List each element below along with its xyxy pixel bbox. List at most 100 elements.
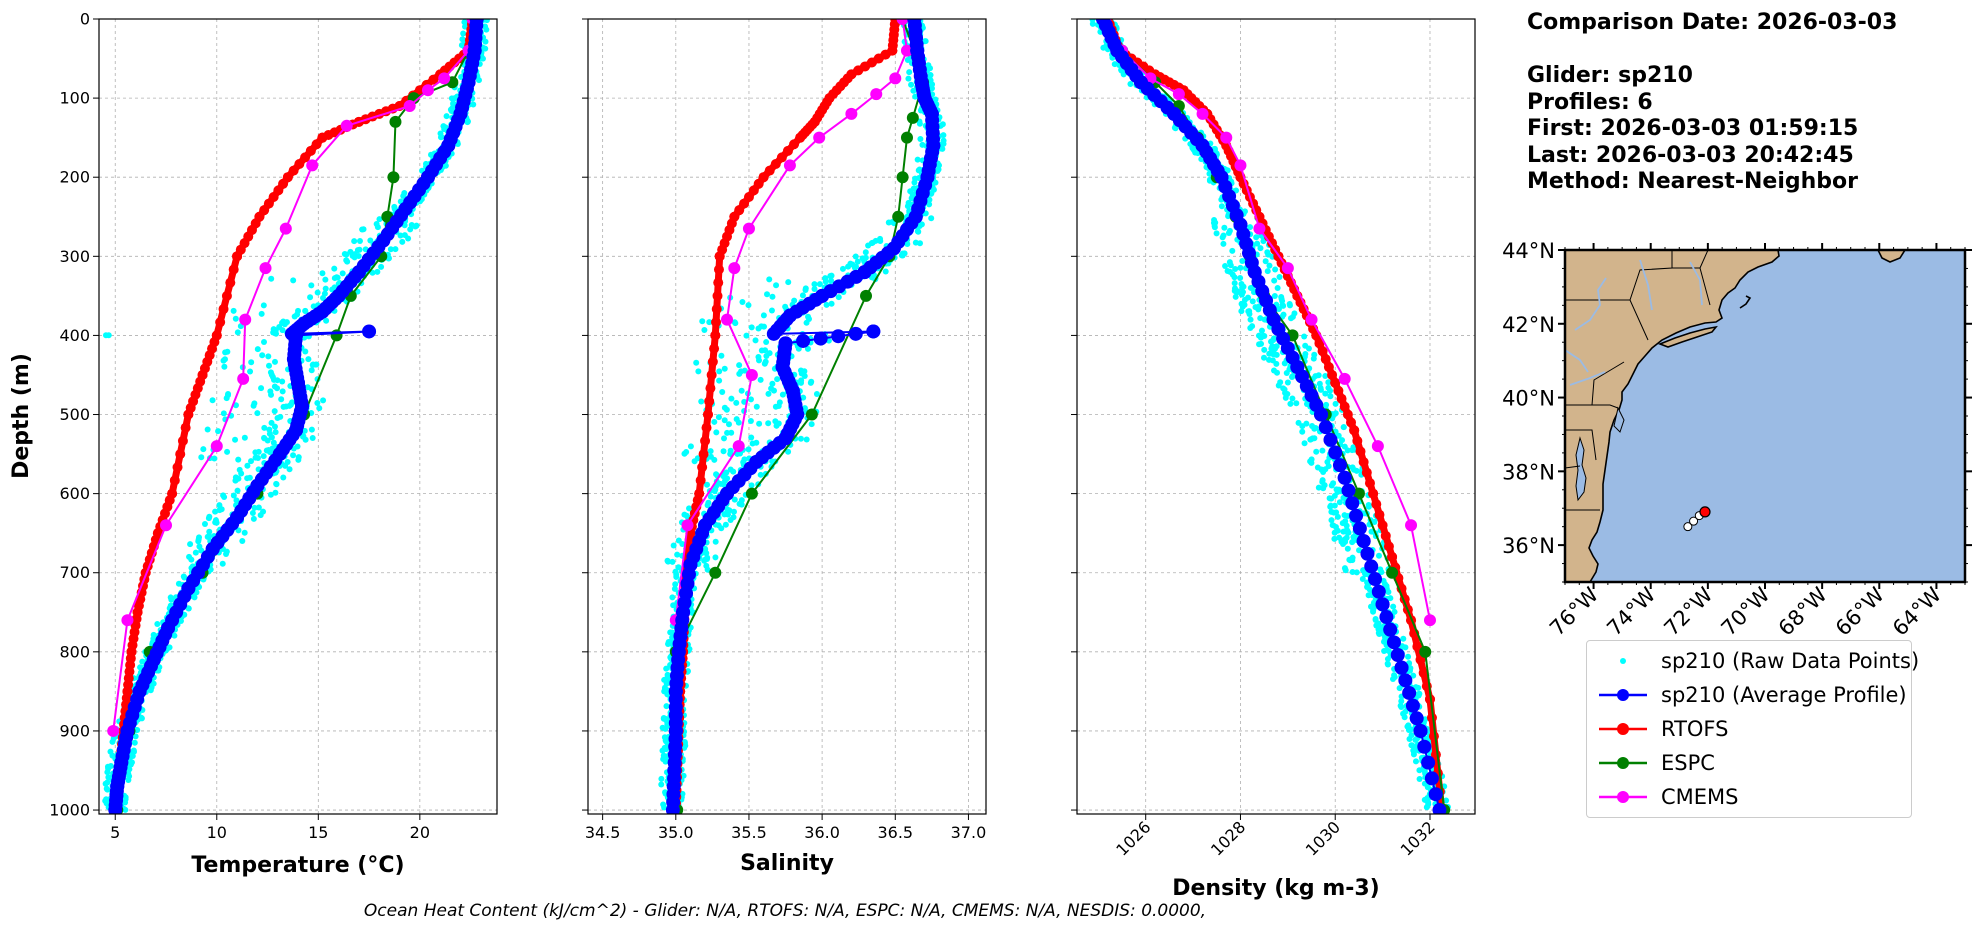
raw-data-point bbox=[270, 439, 277, 446]
series-marker-glider bbox=[920, 170, 935, 185]
raw-data-point bbox=[1232, 293, 1239, 300]
raw-data-point bbox=[1327, 387, 1334, 394]
series-marker-rtofs bbox=[311, 139, 322, 150]
series-marker-glider bbox=[1356, 534, 1371, 549]
method: Method: Nearest-Neighbor bbox=[1527, 169, 1858, 194]
raw-data-point bbox=[204, 426, 211, 433]
series-marker-glider bbox=[1167, 106, 1182, 121]
series-marker-glider bbox=[924, 106, 939, 121]
raw-data-point bbox=[301, 427, 308, 434]
raw-data-point bbox=[150, 680, 157, 687]
series-marker-cmems bbox=[237, 372, 250, 385]
raw-data-point bbox=[295, 307, 302, 314]
raw-data-point bbox=[721, 417, 728, 424]
raw-data-point bbox=[800, 394, 807, 401]
raw-data-point bbox=[212, 508, 219, 515]
raw-data-point bbox=[872, 237, 879, 244]
series-marker-cmems bbox=[160, 519, 173, 532]
raw-data-point bbox=[192, 549, 199, 556]
raw-data-point bbox=[1225, 229, 1232, 236]
map-lon-label: 76°W bbox=[1545, 582, 1603, 640]
raw-data-point bbox=[914, 156, 921, 163]
raw-data-point bbox=[877, 237, 884, 244]
map-lat-label: 44°N bbox=[1502, 239, 1555, 263]
raw-data-point bbox=[290, 452, 297, 459]
map-lat-label: 40°N bbox=[1502, 387, 1555, 411]
y-tick-label: 600 bbox=[59, 484, 90, 503]
series-marker-glider bbox=[683, 557, 698, 572]
x-tick-label: 35.5 bbox=[731, 823, 767, 842]
raw-data-point bbox=[187, 541, 194, 548]
raw-data-point bbox=[220, 410, 227, 417]
series-marker-rtofs bbox=[782, 145, 793, 156]
raw-data-point bbox=[811, 286, 818, 293]
raw-data-point bbox=[1256, 341, 1263, 348]
raw-data-point bbox=[441, 126, 448, 133]
raw-data-point bbox=[447, 106, 454, 113]
series-marker-glider bbox=[676, 605, 691, 620]
raw-data-point bbox=[693, 359, 700, 366]
raw-data-point bbox=[798, 379, 805, 386]
raw-data-point bbox=[308, 367, 315, 374]
series-marker-rtofs bbox=[177, 435, 188, 446]
series-marker-cmems bbox=[845, 107, 858, 120]
series-marker-glider bbox=[1341, 483, 1356, 498]
raw-data-point bbox=[755, 325, 762, 332]
x-tick-label: 1026 bbox=[1112, 817, 1154, 859]
series-marker-rtofs bbox=[697, 462, 708, 473]
raw-data-point bbox=[762, 358, 769, 365]
series-marker-rtofs bbox=[1346, 417, 1357, 428]
raw-data-point bbox=[1276, 274, 1283, 281]
raw-data-point bbox=[1240, 283, 1247, 290]
raw-data-point bbox=[905, 75, 912, 82]
series-marker-rtofs bbox=[197, 369, 208, 380]
raw-data-point bbox=[715, 414, 722, 421]
raw-data-point bbox=[914, 228, 921, 235]
series-marker-glider bbox=[1314, 407, 1329, 422]
raw-data-point bbox=[774, 376, 781, 383]
series-marker-rtofs bbox=[215, 317, 226, 328]
series-marker-rtofs bbox=[709, 343, 720, 354]
raw-data-point bbox=[221, 356, 228, 363]
raw-data-point bbox=[1330, 509, 1337, 516]
raw-data-point bbox=[745, 446, 752, 453]
raw-data-point bbox=[775, 403, 782, 410]
series-marker-rtofs bbox=[711, 317, 722, 328]
series-marker-cmems bbox=[721, 313, 734, 326]
raw-data-point bbox=[939, 145, 946, 152]
series-marker-glider bbox=[272, 447, 287, 462]
raw-data-point bbox=[109, 738, 116, 745]
raw-data-point bbox=[374, 268, 381, 275]
glider-track-point bbox=[1683, 522, 1693, 532]
raw-data-point bbox=[177, 617, 184, 624]
raw-data-point bbox=[387, 246, 394, 253]
raw-data-point bbox=[373, 221, 380, 228]
raw-data-point bbox=[269, 445, 276, 452]
series-marker-glider bbox=[665, 803, 680, 814]
series-marker-glider bbox=[857, 265, 872, 280]
series-marker-cmems bbox=[732, 440, 745, 453]
raw-data-point bbox=[130, 747, 137, 754]
raw-data-point bbox=[1221, 224, 1228, 231]
raw-data-point bbox=[1266, 262, 1273, 269]
raw-data-point bbox=[813, 391, 820, 398]
raw-data-point bbox=[1303, 420, 1310, 427]
raw-data-point bbox=[1398, 698, 1405, 705]
raw-data-point bbox=[711, 418, 718, 425]
raw-data-point bbox=[339, 270, 346, 277]
raw-data-point bbox=[757, 376, 764, 383]
raw-data-point bbox=[721, 365, 728, 372]
series-marker-cmems bbox=[1281, 262, 1294, 275]
raw-data-point bbox=[686, 505, 693, 512]
series-marker-glider bbox=[453, 106, 468, 121]
series-marker-glider bbox=[1266, 312, 1281, 327]
raw-data-point bbox=[701, 545, 708, 552]
series-marker-rtofs bbox=[1349, 425, 1360, 436]
series-marker-rtofs bbox=[1355, 446, 1366, 457]
series-marker-glider bbox=[1214, 170, 1229, 185]
raw-data-point bbox=[934, 167, 941, 174]
legend-label-rtofs: RTOFS bbox=[1661, 717, 1729, 741]
raw-data-point bbox=[658, 781, 665, 788]
series-marker-rtofs bbox=[846, 69, 857, 80]
raw-data-point bbox=[670, 542, 677, 549]
